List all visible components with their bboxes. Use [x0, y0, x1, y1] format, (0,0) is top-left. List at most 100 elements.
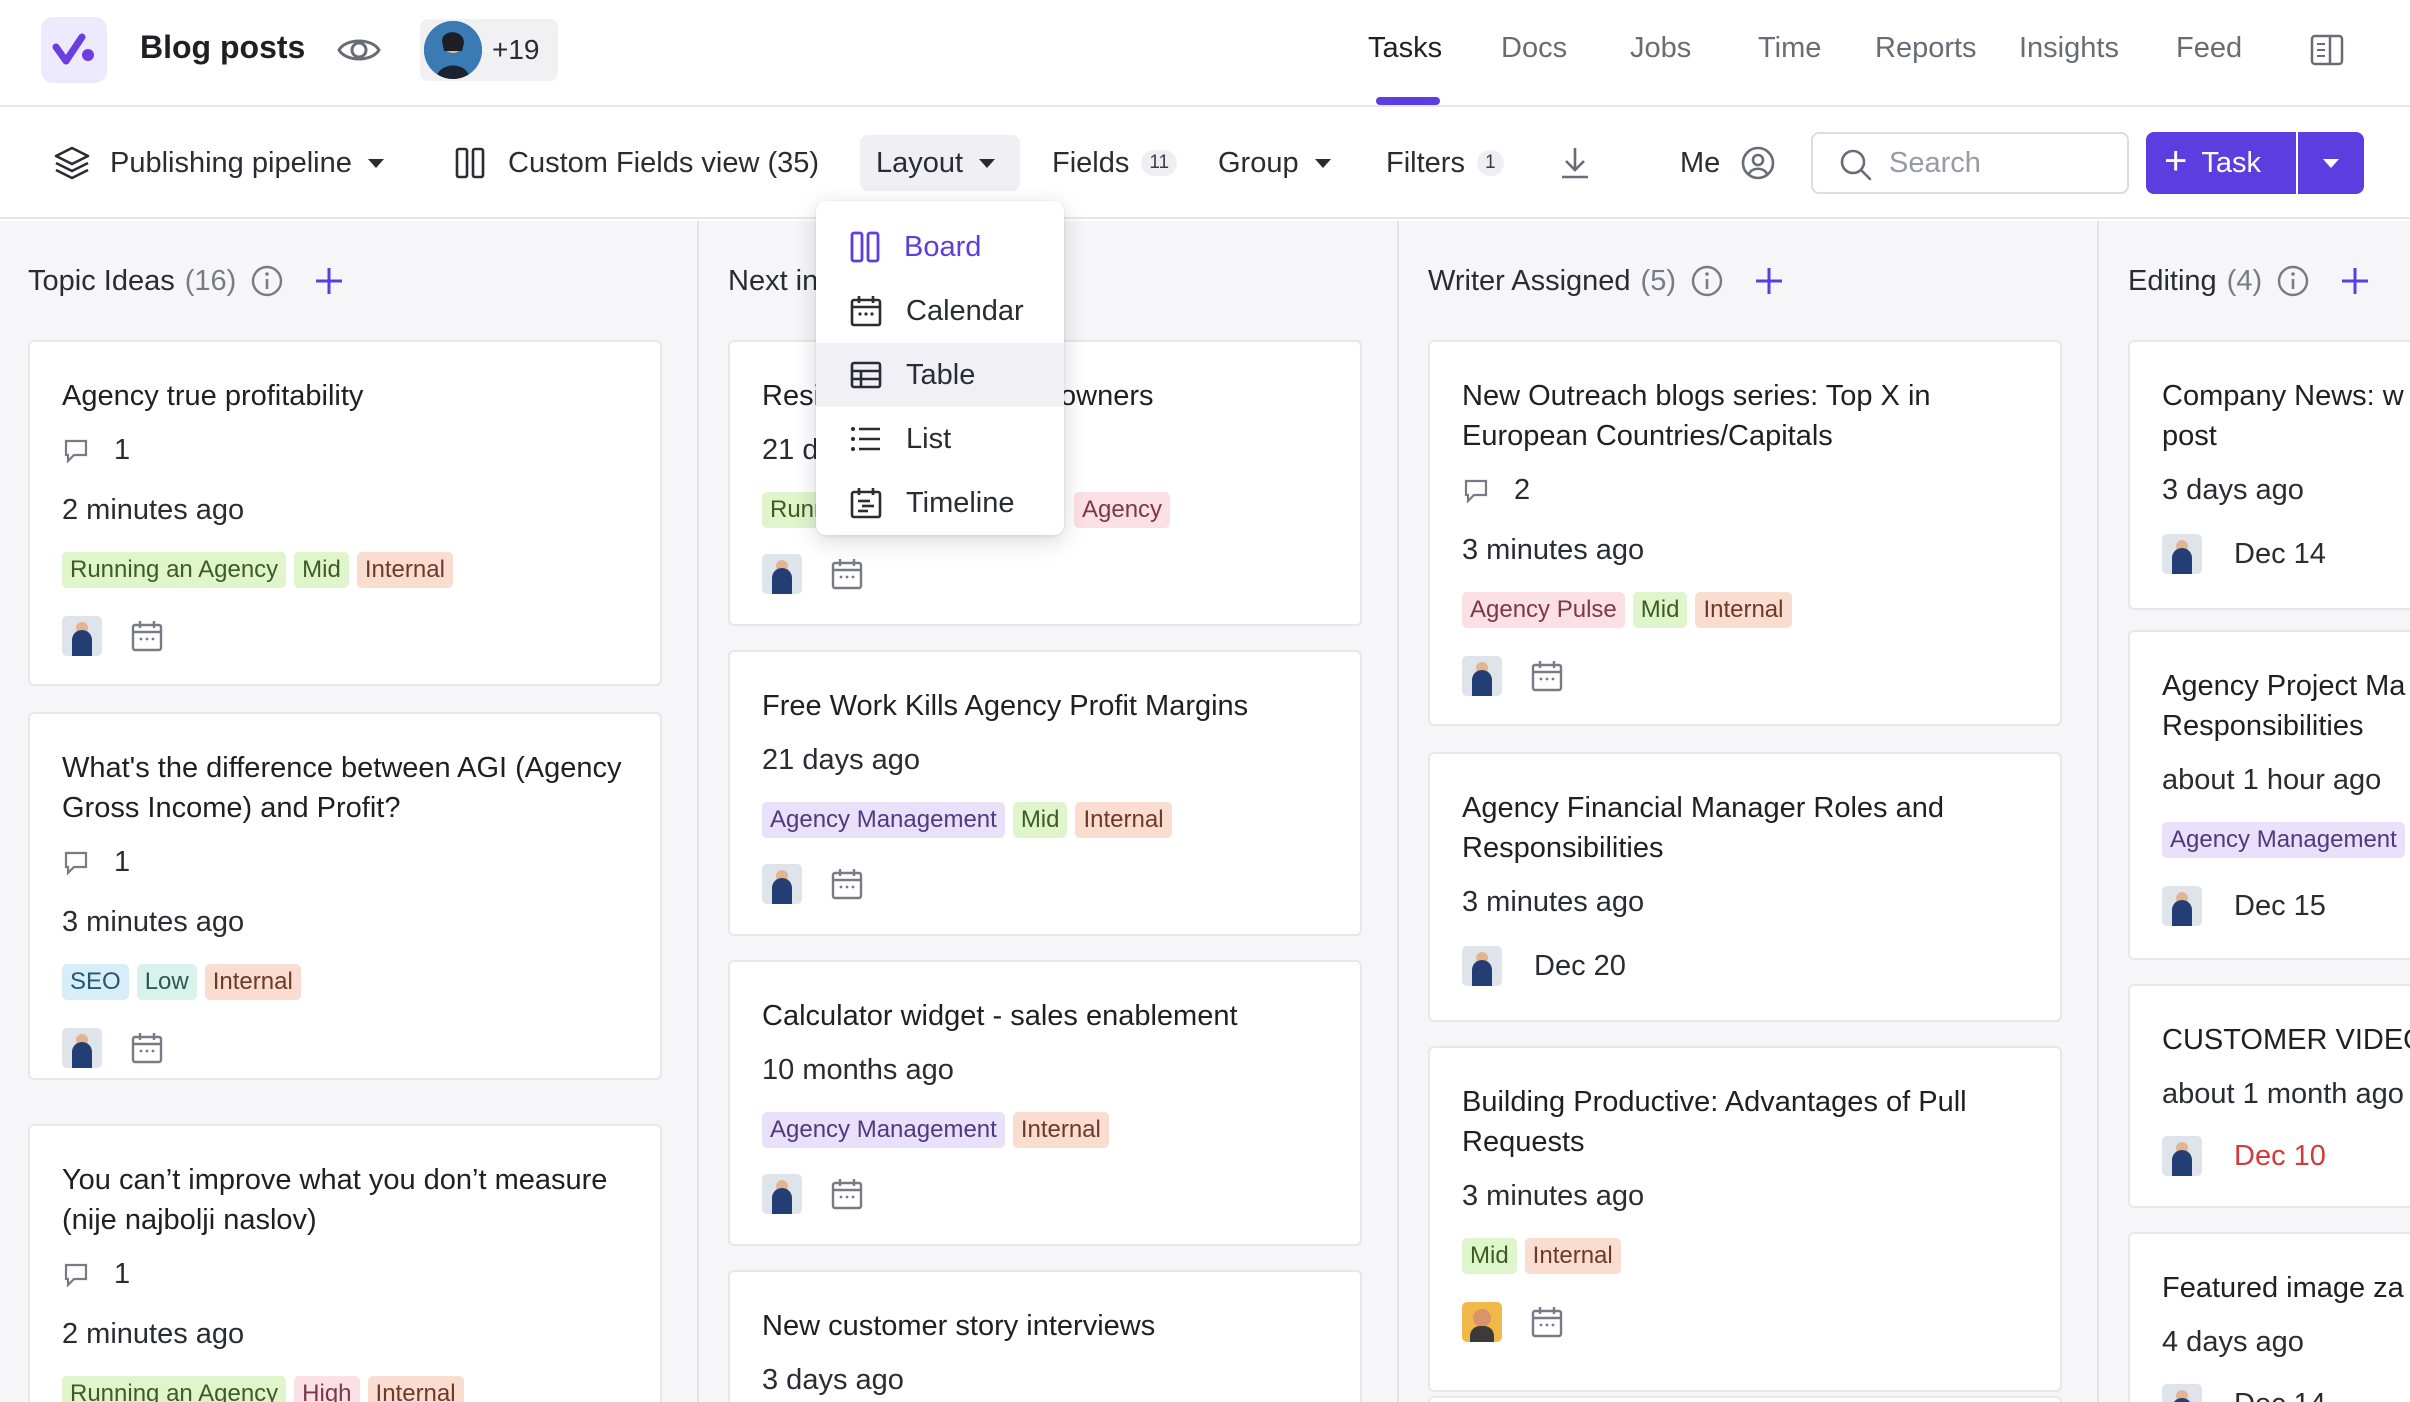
add-card-icon[interactable]	[314, 266, 344, 296]
calendar-icon[interactable]	[830, 557, 864, 591]
layout-option-board[interactable]: Board	[816, 215, 1064, 279]
due-date[interactable]: Dec 15	[2234, 889, 2326, 922]
tag[interactable]: Mid	[1462, 1238, 1517, 1274]
task-card[interactable]: CUSTOMER VIDEO about 1 month ago Dec 10	[2128, 984, 2410, 1208]
card-title: Resi	[762, 380, 821, 412]
layout-option-list[interactable]: List	[816, 407, 1064, 471]
tag[interactable]: Running an Agency	[62, 552, 287, 588]
tag[interactable]: SEO	[62, 964, 129, 1000]
search-input[interactable]	[1889, 144, 2109, 182]
tag[interactable]: Internal	[356, 552, 453, 588]
due-date[interactable]: Dec 20	[1534, 949, 1626, 982]
add-task-button[interactable]: + Task	[2146, 132, 2296, 194]
filters-button[interactable]: Filters 1	[1386, 107, 1504, 219]
info-icon[interactable]	[250, 264, 284, 298]
calendar-icon[interactable]	[1530, 1305, 1564, 1339]
calendar-icon[interactable]	[130, 1031, 164, 1065]
assignee-avatar[interactable]	[2162, 1136, 2202, 1176]
fields-button[interactable]: Fields 11	[1052, 107, 1178, 219]
calendar-icon[interactable]	[830, 1177, 864, 1211]
assignee-avatar[interactable]	[1462, 946, 1502, 986]
assignee-avatar[interactable]	[62, 616, 102, 656]
task-card[interactable]: Agency true profitability 1 2 minutes ag…	[28, 340, 662, 686]
tag[interactable]: Low	[136, 964, 197, 1000]
task-card[interactable]: You can’t improve what you don’t measure…	[28, 1124, 662, 1402]
tab-feed[interactable]: Feed	[2176, 32, 2243, 64]
tab-insights[interactable]: Insights	[2019, 32, 2119, 64]
tab-tasks[interactable]: Tasks	[1368, 32, 1443, 64]
task-card[interactable]: Agency Financial Manager Roles and Respo…	[1428, 752, 2062, 1022]
task-card[interactable]: Calculator widget - sales enablement 10 …	[728, 960, 1362, 1246]
tag[interactable]: Internal	[204, 964, 301, 1000]
comment-count: 1	[62, 846, 130, 879]
assignee-avatar[interactable]	[762, 864, 802, 904]
due-date-overdue[interactable]: Dec 10	[2234, 1139, 2326, 1172]
info-icon[interactable]	[1690, 264, 1724, 298]
info-icon[interactable]	[2276, 264, 2310, 298]
members-group[interactable]: +19	[420, 19, 558, 81]
layout-button[interactable]: Layout	[876, 107, 996, 219]
calendar-icon[interactable]	[1530, 659, 1564, 693]
tab-reports[interactable]: Reports	[1875, 32, 1977, 64]
task-card[interactable]: Company News: w post 3 days ago Dec 14	[2128, 340, 2410, 610]
side-panel-icon[interactable]	[2310, 34, 2344, 66]
tab-jobs[interactable]: Jobs	[1630, 32, 1692, 64]
pipeline-selector[interactable]: Publishing pipeline	[52, 107, 384, 219]
eye-icon[interactable]	[336, 30, 382, 70]
tag[interactable]: Mid	[1012, 802, 1068, 838]
layout-option-timeline[interactable]: Timeline	[816, 471, 1064, 535]
search-field[interactable]	[1811, 132, 2129, 194]
task-card[interactable]: Featured image za 4 days ago Dec 14	[2128, 1232, 2410, 1402]
assignee-avatar[interactable]	[2162, 534, 2202, 574]
tag[interactable]: Internal	[1075, 802, 1172, 838]
tag[interactable]: Agency Pulse	[1462, 592, 1625, 628]
assignee-avatar[interactable]	[2162, 886, 2202, 926]
task-options-button[interactable]	[2298, 132, 2364, 194]
card-updated-time: about 1 month ago	[2162, 1078, 2404, 1110]
tag[interactable]: Internal	[1695, 592, 1792, 628]
tag[interactable]: Agency	[1074, 492, 1171, 528]
tag[interactable]: High	[294, 1376, 360, 1402]
calendar-icon[interactable]	[130, 619, 164, 653]
tag[interactable]: Agency Management	[762, 1112, 1005, 1148]
assignee-avatar[interactable]	[62, 1028, 102, 1068]
tag[interactable]: Running an Agency	[62, 1376, 287, 1402]
tag[interactable]: Agency Management	[2162, 822, 2405, 858]
due-date[interactable]: Dec 14	[2234, 537, 2326, 570]
tag[interactable]: Internal	[1012, 1112, 1109, 1148]
assignee-avatar[interactable]	[762, 1174, 802, 1214]
assignee-avatar[interactable]	[1462, 656, 1502, 696]
comment-count: 1	[62, 434, 130, 467]
column-count: (5)	[1640, 264, 1676, 297]
assignee-avatar[interactable]	[762, 554, 802, 594]
app-logo[interactable]	[41, 17, 107, 83]
assignee-avatar[interactable]	[1462, 1302, 1502, 1342]
task-card[interactable]: What's the difference between AGI (Agenc…	[28, 712, 662, 1080]
export-button[interactable]	[1558, 107, 1592, 219]
fields-count-badge: 11	[1141, 150, 1178, 176]
tag[interactable]: Internal	[367, 1376, 464, 1402]
task-card[interactable]: Building Productive: Advantages of Pull …	[1428, 1046, 2062, 1392]
tag[interactable]: Mid	[294, 552, 349, 588]
tab-time[interactable]: Time	[1758, 32, 1822, 64]
tag[interactable]: Internal	[1524, 1238, 1621, 1274]
task-card[interactable]: Free Work Kills Agency Profit Margins 21…	[728, 650, 1362, 936]
due-date[interactable]: Dec 14	[2234, 1388, 2326, 1402]
calendar-icon[interactable]	[830, 867, 864, 901]
view-selector[interactable]: Custom Fields view (35)	[454, 107, 819, 219]
me-filter-button[interactable]: Me	[1680, 107, 1776, 219]
task-card[interactable]: Agency Project Ma Responsibilities about…	[2128, 630, 2410, 960]
layout-option-table[interactable]: Table	[816, 343, 1064, 407]
tag[interactable]: Mid	[1632, 592, 1688, 628]
add-card-icon[interactable]	[2340, 266, 2370, 296]
group-button[interactable]: Group	[1218, 107, 1331, 219]
assignee-avatar[interactable]	[2162, 1384, 2202, 1402]
tab-docs[interactable]: Docs	[1501, 32, 1568, 64]
task-card[interactable]: New customer story interviews 3 days ago	[728, 1270, 1362, 1402]
tag[interactable]: Agency Management	[762, 802, 1005, 838]
task-card[interactable]: New Outreach blogs series: Top X in Euro…	[1428, 340, 2062, 726]
view-label: Custom Fields view (35)	[508, 146, 820, 179]
task-card[interactable]	[1428, 1396, 2062, 1402]
layout-option-calendar[interactable]: Calendar	[816, 279, 1064, 343]
add-card-icon[interactable]	[1754, 266, 1784, 296]
